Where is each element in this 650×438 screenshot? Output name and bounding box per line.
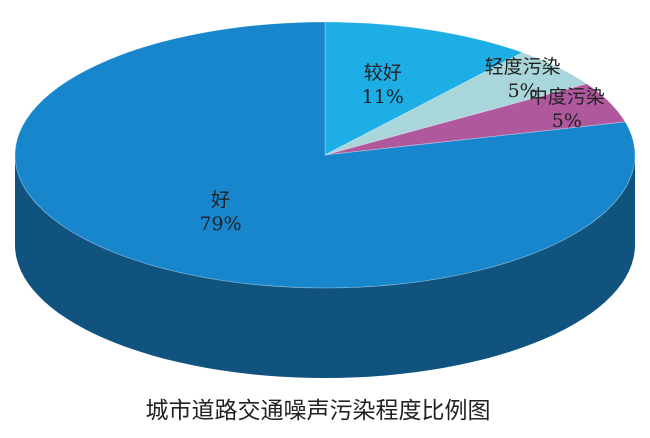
value-label: 79% bbox=[199, 213, 241, 235]
slice bbox=[324, 21, 524, 156]
slice bbox=[324, 52, 588, 156]
slice-label: 中度污染 bbox=[529, 86, 605, 108]
value-label: 5% bbox=[552, 110, 582, 132]
slice-side bbox=[15, 155, 635, 378]
slice bbox=[14, 21, 636, 289]
slice-label: 好 bbox=[211, 189, 230, 211]
slice-label: 较好 bbox=[364, 62, 402, 84]
value-label: 5% bbox=[508, 80, 538, 102]
value-label: 11% bbox=[362, 86, 404, 108]
slice-label: 轻度污染 bbox=[485, 56, 561, 78]
chart-title: 城市道路交通噪声污染程度比例图 bbox=[146, 398, 491, 424]
slice bbox=[324, 83, 626, 156]
